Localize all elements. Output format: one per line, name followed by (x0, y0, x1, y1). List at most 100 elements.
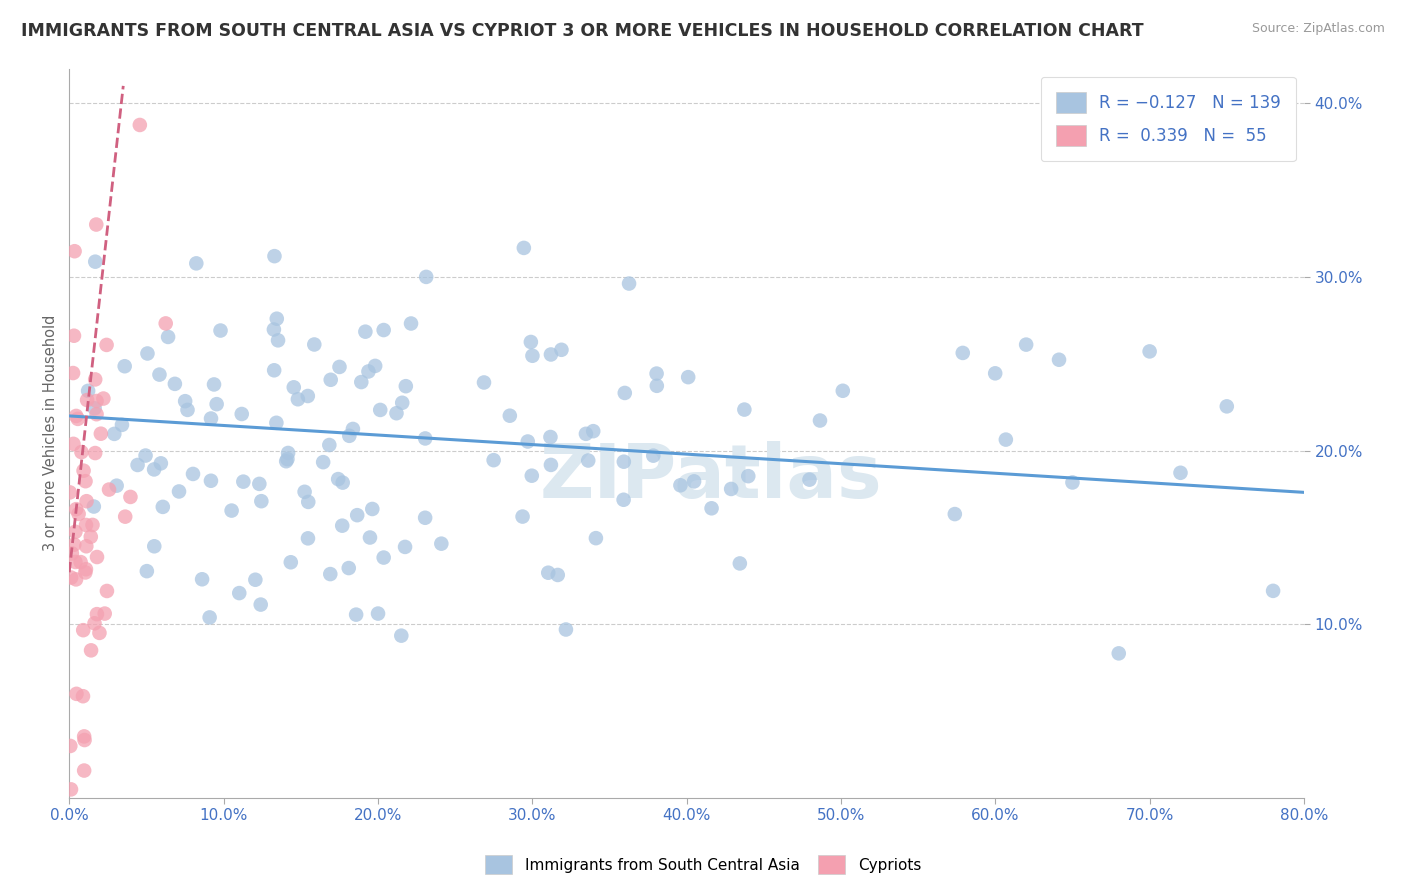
Point (294, 484, 316, 499)
Point (575, 426, 598, 441)
Point (585, 531, 607, 545)
Point (62, 437, 84, 451)
Point (613, 386, 636, 401)
Legend: R = −0.127   N = 139, R =  0.339   N =  55: R = −0.127 N = 139, R = 0.339 N = 55 (1040, 77, 1296, 161)
Point (73, 764, 96, 778)
Point (280, 555, 302, 569)
Y-axis label: 3 or more Vehicles in Household: 3 or more Vehicles in Household (44, 315, 58, 551)
Point (676, 370, 699, 384)
Point (93, 607, 115, 621)
Point (332, 475, 354, 490)
Point (276, 452, 298, 467)
Point (337, 429, 360, 443)
Point (364, 359, 387, 373)
Point (75, 518, 97, 533)
Point (613, 455, 636, 469)
Point (157, 330, 180, 344)
Point (799, 473, 821, 487)
Point (65, 502, 87, 516)
Point (202, 377, 225, 392)
Point (808, 413, 831, 427)
Point (76, 494, 98, 508)
Point (613, 492, 636, 507)
Point (114, 509, 136, 524)
Point (59, 485, 82, 500)
Point (62, 366, 84, 380)
Point (191, 572, 214, 586)
Point (75, 539, 97, 553)
Point (276, 454, 298, 468)
Point (250, 494, 273, 508)
Point (155, 317, 177, 331)
Point (720, 482, 742, 496)
Point (385, 406, 408, 420)
Point (728, 557, 751, 571)
Point (77, 384, 100, 398)
Point (80, 643, 103, 657)
Point (350, 375, 373, 389)
Point (83, 500, 105, 514)
Point (312, 455, 335, 469)
Point (516, 434, 538, 449)
Point (63, 244, 86, 259)
Point (499, 409, 522, 423)
Point (96, 584, 118, 599)
Point (89, 626, 111, 640)
Point (1139, 344, 1161, 359)
Point (994, 433, 1017, 447)
Point (200, 474, 222, 488)
Point (943, 507, 966, 521)
Point (287, 392, 309, 407)
Point (304, 337, 326, 351)
Point (75, 474, 97, 488)
Point (520, 468, 543, 483)
Point (65, 687, 87, 701)
Point (733, 402, 755, 417)
Point (76, 392, 98, 407)
Point (395, 379, 418, 393)
Point (413, 510, 436, 524)
Point (221, 503, 243, 517)
Point (1261, 583, 1284, 598)
Point (522, 349, 544, 363)
Point (576, 453, 599, 467)
Point (394, 540, 416, 554)
Point (328, 472, 350, 486)
Point (231, 407, 253, 421)
Point (86, 549, 108, 564)
Point (245, 573, 267, 587)
Point (72, 623, 94, 637)
Point (267, 334, 290, 348)
Point (391, 396, 413, 410)
Point (198, 610, 221, 624)
Point (60, 546, 83, 560)
Point (84, 446, 107, 460)
Point (84, 218, 107, 232)
Point (547, 568, 569, 582)
Point (330, 518, 353, 533)
Point (83, 401, 105, 416)
Point (98, 483, 121, 497)
Point (645, 379, 668, 393)
Point (373, 550, 395, 565)
Point (205, 397, 228, 411)
Point (482, 453, 505, 467)
Point (617, 277, 640, 291)
Text: IMMIGRANTS FROM SOUTH CENTRAL ASIA VS CYPRIOT 3 OR MORE VEHICLES IN HOUSEHOLD CO: IMMIGRANTS FROM SOUTH CENTRAL ASIA VS CY… (21, 22, 1143, 40)
Point (84, 372, 107, 386)
Point (200, 411, 222, 425)
Point (1047, 352, 1070, 367)
Point (65, 409, 87, 423)
Point (297, 532, 319, 546)
Point (582, 424, 605, 438)
Point (399, 317, 422, 331)
Point (167, 484, 190, 499)
Point (346, 508, 368, 523)
Point (86, 607, 108, 621)
Point (186, 256, 208, 270)
Point (643, 449, 665, 463)
Point (283, 380, 305, 394)
Point (700, 501, 723, 516)
Point (148, 368, 170, 382)
Point (277, 446, 299, 460)
